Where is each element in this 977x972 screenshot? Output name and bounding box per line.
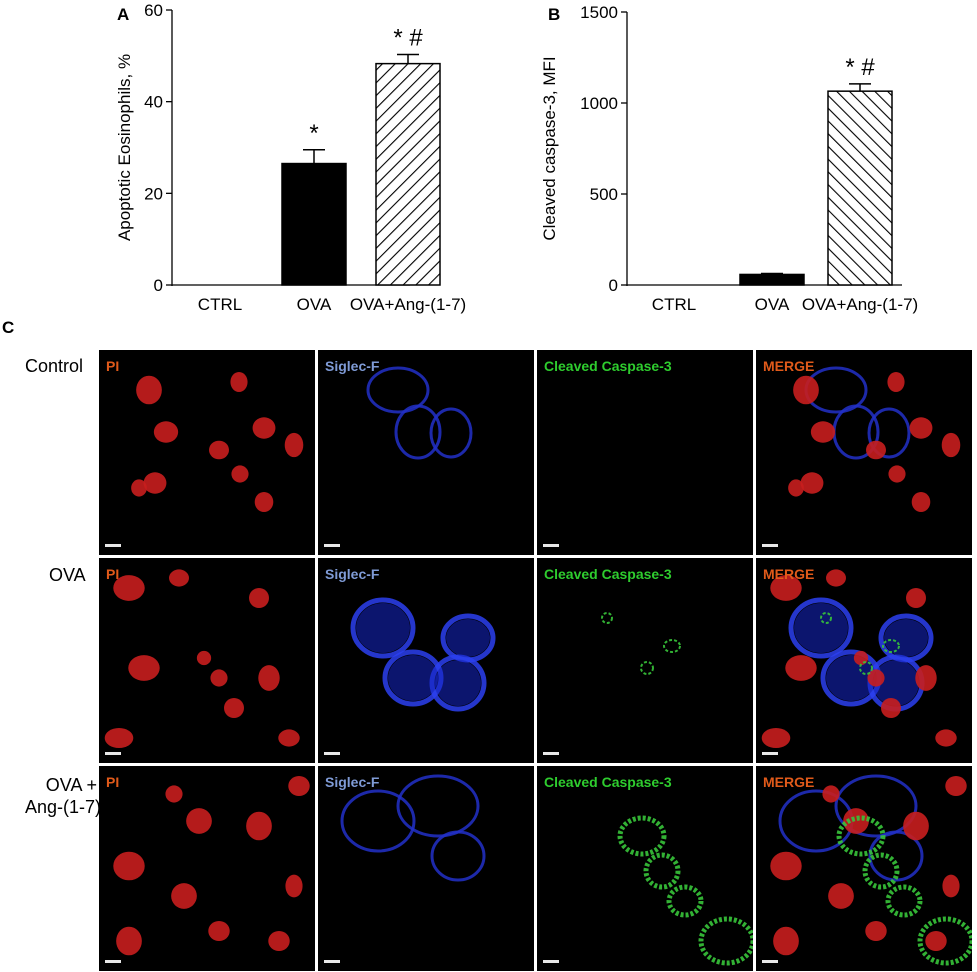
scale-bar — [762, 752, 778, 755]
micrograph-r1-c4: MERGE — [756, 350, 972, 555]
micrograph-channel-label: Cleaved Caspase-3 — [544, 358, 672, 374]
micrograph-r3-c3: Cleaved Caspase-3 — [537, 766, 753, 971]
y-tick-label: 0 — [609, 276, 618, 295]
scale-bar — [105, 960, 121, 963]
micrograph-r2-c2: Siglec-F — [318, 558, 534, 763]
scale-bar — [762, 544, 778, 547]
y-tick-label: 1000 — [580, 94, 618, 113]
x-tick-label: OVA+Ang-(1-7) — [802, 295, 918, 314]
row-label-control: Control — [25, 356, 84, 376]
micrograph-channel-label: MERGE — [763, 358, 815, 374]
row-label-ova-ang: OVA + Ang-(1-7) — [25, 775, 102, 817]
micrograph-r1-c1: PI — [99, 350, 315, 555]
scale-bar — [324, 752, 340, 755]
scale-bar — [324, 544, 340, 547]
micrograph-channel-label: Cleaved Caspase-3 — [544, 566, 672, 582]
significance-mark: * — [309, 120, 318, 147]
scale-bar — [543, 960, 559, 963]
x-tick-label: OVA+Ang-(1-7) — [350, 295, 466, 314]
y-tick-label: 40 — [144, 93, 163, 112]
panel-label-c: C — [2, 318, 15, 337]
significance-mark: * # — [845, 54, 875, 81]
scale-bar — [105, 752, 121, 755]
micrograph-channel-label: PI — [106, 358, 120, 374]
y-axis-label: Cleaved caspase-3, MFI — [540, 56, 559, 240]
micrograph-channel-label: Siglec-F — [325, 566, 380, 582]
row-label-ova: OVA — [49, 565, 86, 585]
micrograph-r3-c1: PI — [99, 766, 315, 971]
micrograph-channel-label: Cleaved Caspase-3 — [544, 774, 672, 790]
bar — [281, 162, 347, 286]
y-tick-label: 500 — [590, 185, 618, 204]
y-tick-label: 0 — [154, 276, 163, 295]
micrograph-channel-label: MERGE — [763, 774, 815, 790]
x-tick-label: CTRL — [198, 295, 242, 314]
bar — [739, 273, 805, 286]
x-tick-label: OVA — [755, 295, 790, 314]
bar — [375, 62, 441, 286]
micrograph-r2-c3: Cleaved Caspase-3 — [537, 558, 753, 763]
scale-bar — [543, 544, 559, 547]
scale-bar — [543, 752, 559, 755]
y-axis-label: Apoptotic Eosinophils, % — [115, 54, 134, 241]
micrograph-channel-label: Siglec-F — [325, 774, 380, 790]
scale-bar — [762, 960, 778, 963]
micrograph-r3-c2: Siglec-F — [318, 766, 534, 971]
significance-mark: * # — [393, 24, 423, 51]
micrograph-r2-c1: PI — [99, 558, 315, 763]
scale-bar — [105, 544, 121, 547]
micrograph-channel-label: MERGE — [763, 566, 815, 582]
chart-b: 0 500 1000 1500 Cleaved caspase-3, MFI CTRL OV… — [540, 3, 918, 314]
micrograph-channel-label: PI — [106, 774, 120, 790]
scale-bar — [324, 960, 340, 963]
y-tick-label: 1500 — [580, 3, 618, 22]
panel-label-b: B — [548, 5, 561, 24]
micrograph-channel-label: Siglec-F — [325, 358, 380, 374]
micrograph-r2-c4: MERGE — [756, 558, 972, 763]
micrograph-r1-c3: Cleaved Caspase-3 — [537, 350, 753, 555]
chart-a: 0 20 40 60 Apoptotic Eosinophils, % CTRL * OVA *… — [115, 1, 466, 314]
y-tick-label: 20 — [144, 184, 163, 203]
x-tick-label: CTRL — [652, 295, 696, 314]
micrograph-r1-c2: Siglec-F — [318, 350, 534, 555]
bar — [827, 90, 893, 286]
micrograph-r3-c4: MERGE — [756, 766, 972, 971]
micrograph-channel-label: PI — [106, 566, 120, 582]
y-tick-label: 60 — [144, 1, 163, 20]
panel-label-a: A — [117, 5, 130, 24]
x-tick-label: OVA — [297, 295, 332, 314]
